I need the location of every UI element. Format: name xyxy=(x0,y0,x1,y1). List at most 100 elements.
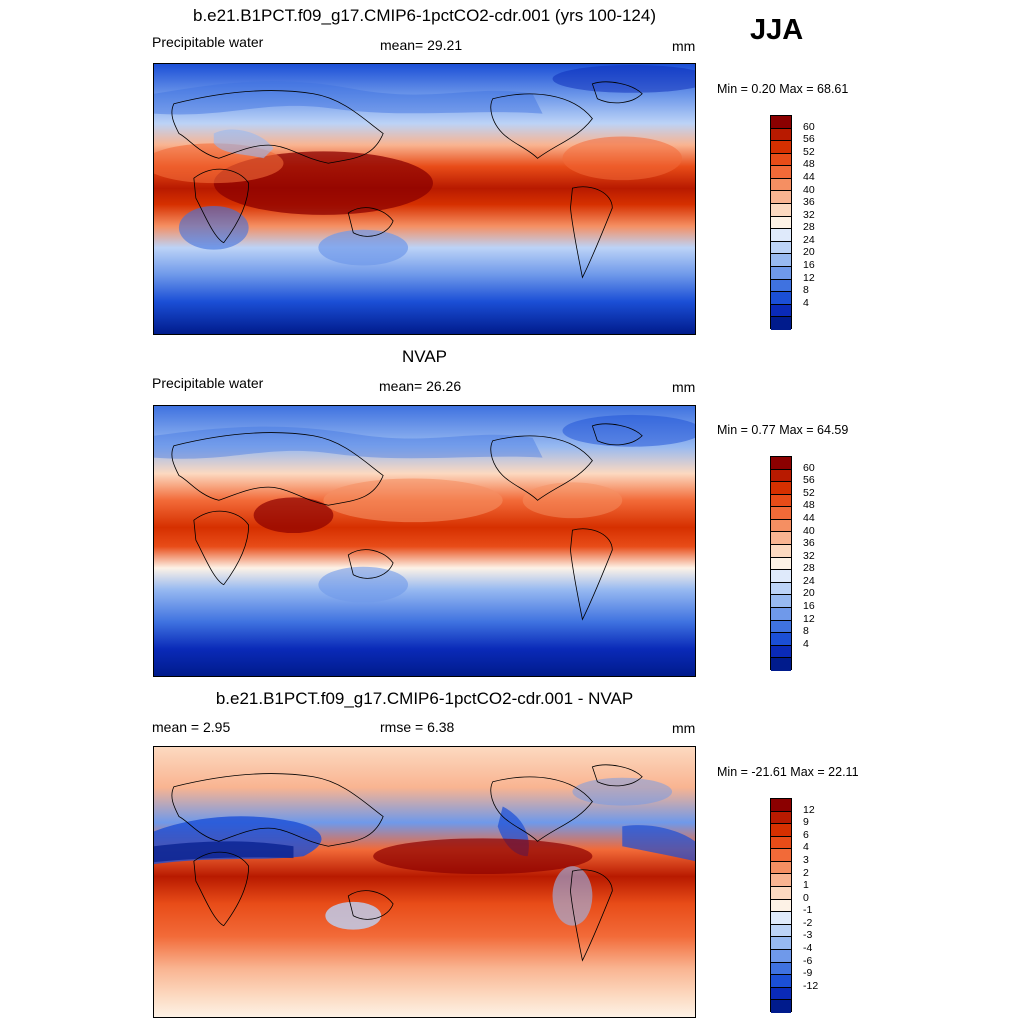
minmax-label: Min = -21.61 Max = 22.11 xyxy=(717,765,859,779)
colorbar-swatch xyxy=(771,937,791,950)
colorbar-swatch xyxy=(771,254,791,267)
colorbar-tick-label: 56 xyxy=(803,474,815,487)
colorbar-swatch xyxy=(771,266,791,280)
colorbar-swatch xyxy=(771,962,791,976)
colorbar-swatch xyxy=(771,241,791,255)
colorbar-tick-label: -9 xyxy=(803,967,813,980)
colorbar-swatch xyxy=(771,874,791,888)
colorbar-swatch xyxy=(771,912,791,925)
colorbar-swatch xyxy=(771,507,791,520)
colorbar xyxy=(770,115,792,330)
colorbar-swatch xyxy=(771,116,791,129)
colorbar-tick-label: -4 xyxy=(803,942,813,955)
colorbar-tick-label: 56 xyxy=(803,133,815,146)
colorbar-tick-label: 0 xyxy=(803,891,809,904)
colorbar-tick-label: 9 xyxy=(803,816,809,829)
units-label: mm xyxy=(672,379,696,395)
colorbar-swatch xyxy=(771,1000,791,1013)
colorbar-swatch xyxy=(771,482,791,495)
colorbar-tick-label: 24 xyxy=(803,233,815,246)
mean-label: mean= 29.21 xyxy=(380,37,463,53)
colorbar-swatch xyxy=(771,191,791,205)
mean-label: mean = 2.95 xyxy=(152,719,231,735)
colorbar-swatch xyxy=(771,279,791,293)
colorbar xyxy=(770,798,792,1013)
colorbar-swatch xyxy=(771,607,791,621)
colorbar-swatch xyxy=(771,987,791,1001)
map-model xyxy=(153,63,696,335)
colorbar-tick-label: 12 xyxy=(803,612,815,625)
colorbar-swatch xyxy=(771,204,791,217)
colorbar-swatch xyxy=(771,557,791,571)
colorbar-swatch xyxy=(771,824,791,837)
colorbar-tick-label: 44 xyxy=(803,170,815,183)
colorbar-tick-label: 12 xyxy=(803,271,815,284)
colorbar-swatch xyxy=(771,178,791,192)
colorbar-tick-label: 48 xyxy=(803,158,815,171)
panel-title: b.e21.B1PCT.f09_g17.CMIP6-1pctCO2-cdr.00… xyxy=(192,6,657,25)
colorbar-swatch xyxy=(771,494,791,508)
colorbar-swatch xyxy=(771,570,791,583)
colorbar-tick-label: -2 xyxy=(803,916,813,929)
colorbar xyxy=(770,456,792,671)
colorbar-swatch xyxy=(771,645,791,659)
rmse-label: rmse = 6.38 xyxy=(380,719,455,735)
colorbar-tick-label: 28 xyxy=(803,221,815,234)
colorbar-tick-label: 24 xyxy=(803,574,815,587)
season-label: JJA xyxy=(750,14,804,46)
colorbar-swatch xyxy=(771,975,791,988)
colorbar-tick-label: 32 xyxy=(803,549,815,562)
mean-label: mean= 26.26 xyxy=(379,378,462,394)
colorbar-tick-label: 60 xyxy=(803,461,815,474)
colorbar-tick-label: 3 xyxy=(803,853,809,866)
colorbar-tick-label: -3 xyxy=(803,929,813,942)
colorbar-tick-label: 12 xyxy=(803,803,815,816)
colorbar-swatch xyxy=(771,304,791,318)
panel-title: b.e21.B1PCT.f09_g17.CMIP6-1pctCO2-cdr.00… xyxy=(215,689,634,708)
colorbar-tick-label: 8 xyxy=(803,625,809,638)
variable-label: Precipitable water xyxy=(152,375,264,391)
colorbar-tick-label: 20 xyxy=(803,587,815,600)
colorbar-swatch xyxy=(771,887,791,900)
colorbar-swatch xyxy=(771,545,791,558)
colorbar-tick-label: 48 xyxy=(803,499,815,512)
colorbar-swatch xyxy=(771,861,791,875)
colorbar-tick-label: 16 xyxy=(803,600,815,613)
colorbar-tick-label: 52 xyxy=(803,486,815,499)
colorbar-tick-label: 40 xyxy=(803,524,815,537)
colorbar-swatch xyxy=(771,582,791,596)
colorbar-tick-label: 4 xyxy=(803,296,809,309)
colorbar-tick-label: 32 xyxy=(803,208,815,221)
variable-label: Precipitable water xyxy=(152,34,264,50)
minmax-label: Min = 0.77 Max = 64.59 xyxy=(717,423,849,437)
colorbar-swatch xyxy=(771,532,791,546)
colorbar-tick-label: 60 xyxy=(803,120,815,133)
colorbar-swatch xyxy=(771,799,791,812)
colorbar-tick-label: 6 xyxy=(803,828,809,841)
colorbar-swatch xyxy=(771,633,791,646)
colorbar-tick-label: -1 xyxy=(803,904,813,917)
colorbar-tick-label: 52 xyxy=(803,145,815,158)
colorbar-tick-label: 36 xyxy=(803,537,815,550)
colorbar-tick-label: 4 xyxy=(803,637,809,650)
colorbar-tick-label: 40 xyxy=(803,183,815,196)
map-observation xyxy=(153,405,696,677)
colorbar-swatch xyxy=(771,836,791,850)
colorbar-swatch xyxy=(771,519,791,533)
colorbar-swatch xyxy=(771,849,791,862)
colorbar-swatch xyxy=(771,811,791,825)
colorbar-swatch xyxy=(771,153,791,167)
minmax-label: Min = 0.20 Max = 68.61 xyxy=(717,82,849,96)
colorbar-tick-label: 20 xyxy=(803,246,815,259)
colorbar-swatch xyxy=(771,128,791,142)
colorbar-tick-label: 4 xyxy=(803,841,809,854)
panel-title: NVAP xyxy=(401,347,448,366)
colorbar-swatch xyxy=(771,166,791,179)
colorbar-tick-label: 36 xyxy=(803,196,815,209)
colorbar-tick-label: 44 xyxy=(803,511,815,524)
colorbar-swatch xyxy=(771,292,791,305)
colorbar-tick-label: 1 xyxy=(803,879,809,892)
colorbar-swatch xyxy=(771,658,791,671)
colorbar-swatch xyxy=(771,317,791,330)
colorbar-tick-label: 28 xyxy=(803,562,815,575)
